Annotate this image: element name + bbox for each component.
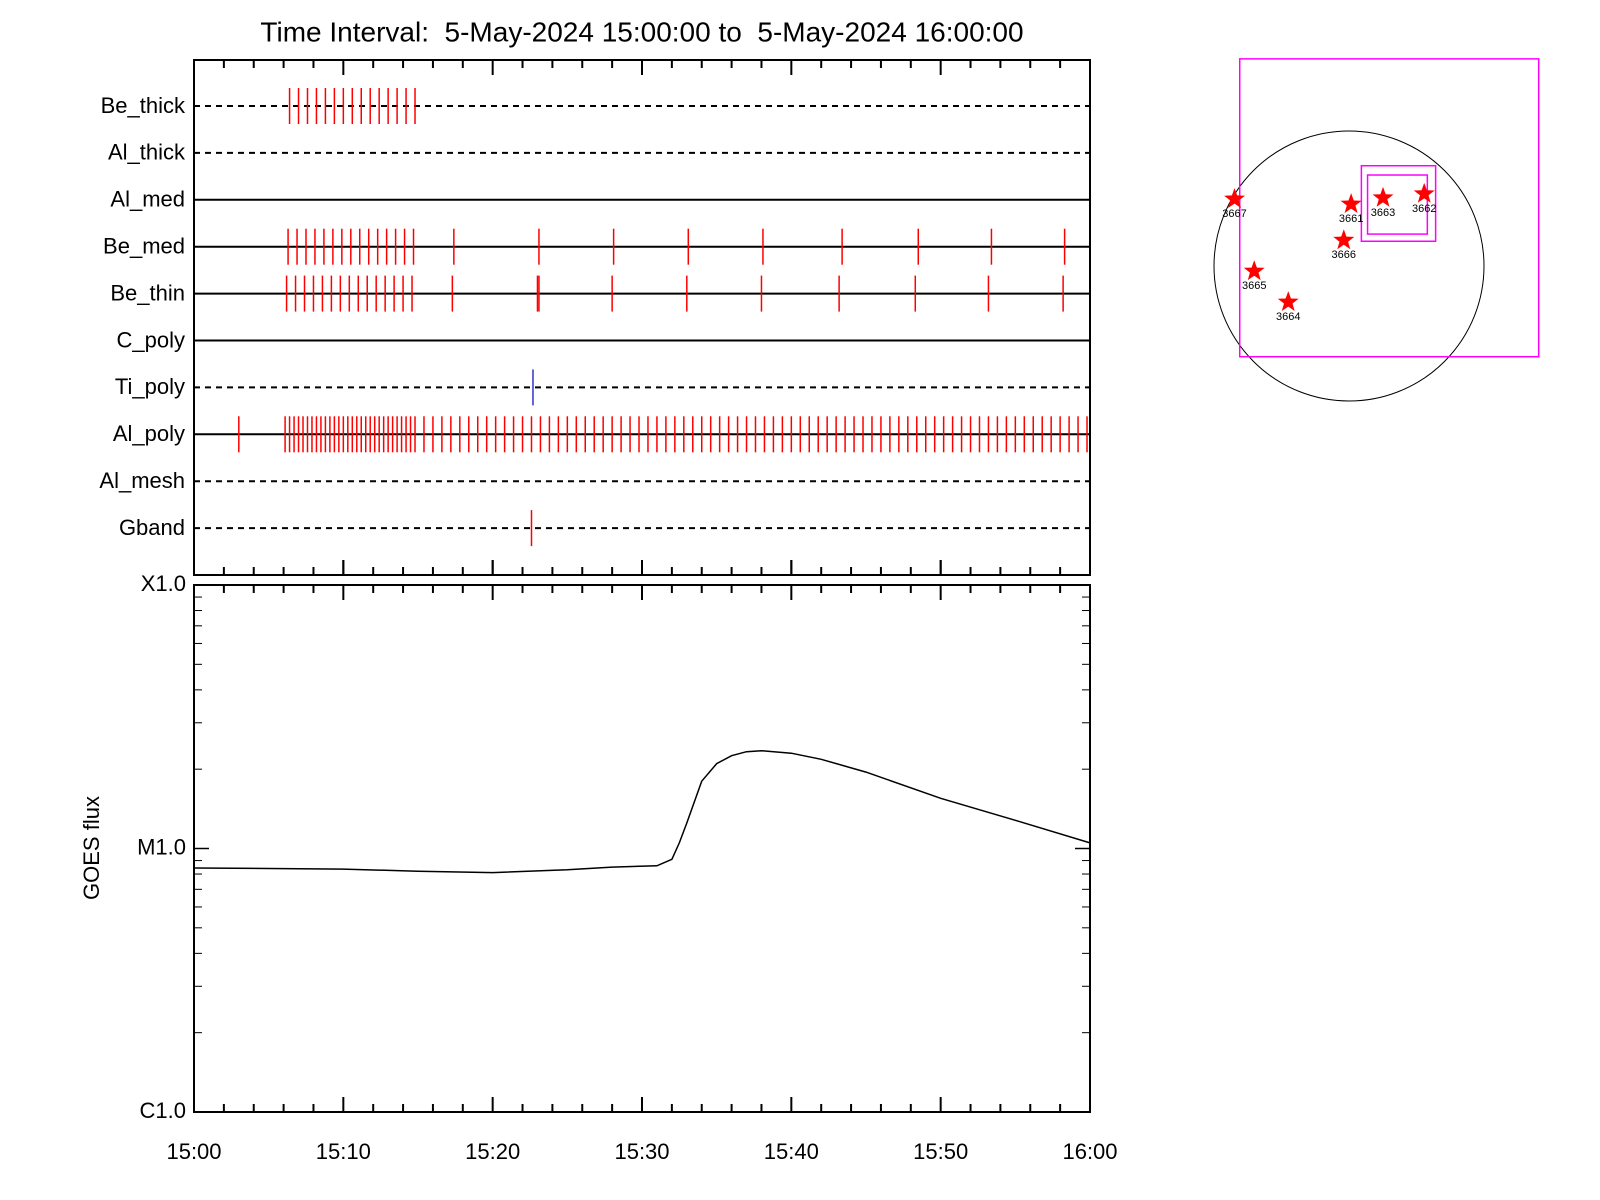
row-label: Al_thick: [108, 140, 186, 165]
x-tick-label: 15:20: [465, 1139, 520, 1164]
chart-title: Time Interval: 5-May-2024 15:00:00 to 5-…: [260, 16, 1023, 47]
row-label: Al_mesh: [99, 468, 185, 493]
fov-box: [1360, 164, 1437, 242]
region-star: [1243, 260, 1265, 281]
row-label: Al_poly: [113, 421, 185, 446]
row-label: Be_thin: [110, 280, 185, 305]
x-tick-label: 15:40: [764, 1139, 819, 1164]
y-axis-label: GOES flux: [79, 796, 104, 900]
goes-line: [193, 749, 1091, 874]
x-tick-label: 16:00: [1062, 1139, 1117, 1164]
x-tick-label: 15:50: [913, 1139, 968, 1164]
fov-box: [1366, 174, 1429, 235]
row-label: C_poly: [117, 327, 185, 352]
region-label: 3664: [1276, 311, 1300, 323]
x-tick-label: 15:00: [166, 1139, 221, 1164]
y-tick-label: M1.0: [137, 834, 186, 859]
row-label: Be_med: [103, 234, 185, 259]
region-star: [1413, 182, 1435, 203]
row-label: Al_med: [110, 187, 185, 212]
goes-frame: [193, 584, 1091, 1113]
region-label: 3661: [1339, 213, 1363, 225]
row-label: Be_thick: [101, 93, 186, 118]
row-label: Gband: [119, 515, 185, 540]
y-tick-label: X1.0: [141, 571, 186, 596]
region-star: [1277, 291, 1299, 311]
region-star: [1340, 193, 1362, 213]
region-star: [1224, 188, 1245, 208]
region-star: [1372, 186, 1394, 207]
row-label: Ti_poly: [115, 374, 185, 399]
fov-box: [1238, 58, 1540, 358]
region-label: 3667: [1222, 208, 1246, 220]
region-label: 3666: [1332, 249, 1356, 261]
solar-limb: [1213, 130, 1485, 402]
timeline-frame: [193, 59, 1091, 576]
region-label: 3663: [1371, 207, 1395, 219]
region-label: 3662: [1412, 203, 1436, 215]
x-tick-label: 15:10: [316, 1139, 371, 1164]
region-label: 3665: [1242, 280, 1266, 292]
region-star: [1333, 229, 1355, 250]
x-tick-label: 15:30: [614, 1139, 669, 1164]
y-tick-label: C1.0: [140, 1098, 186, 1123]
